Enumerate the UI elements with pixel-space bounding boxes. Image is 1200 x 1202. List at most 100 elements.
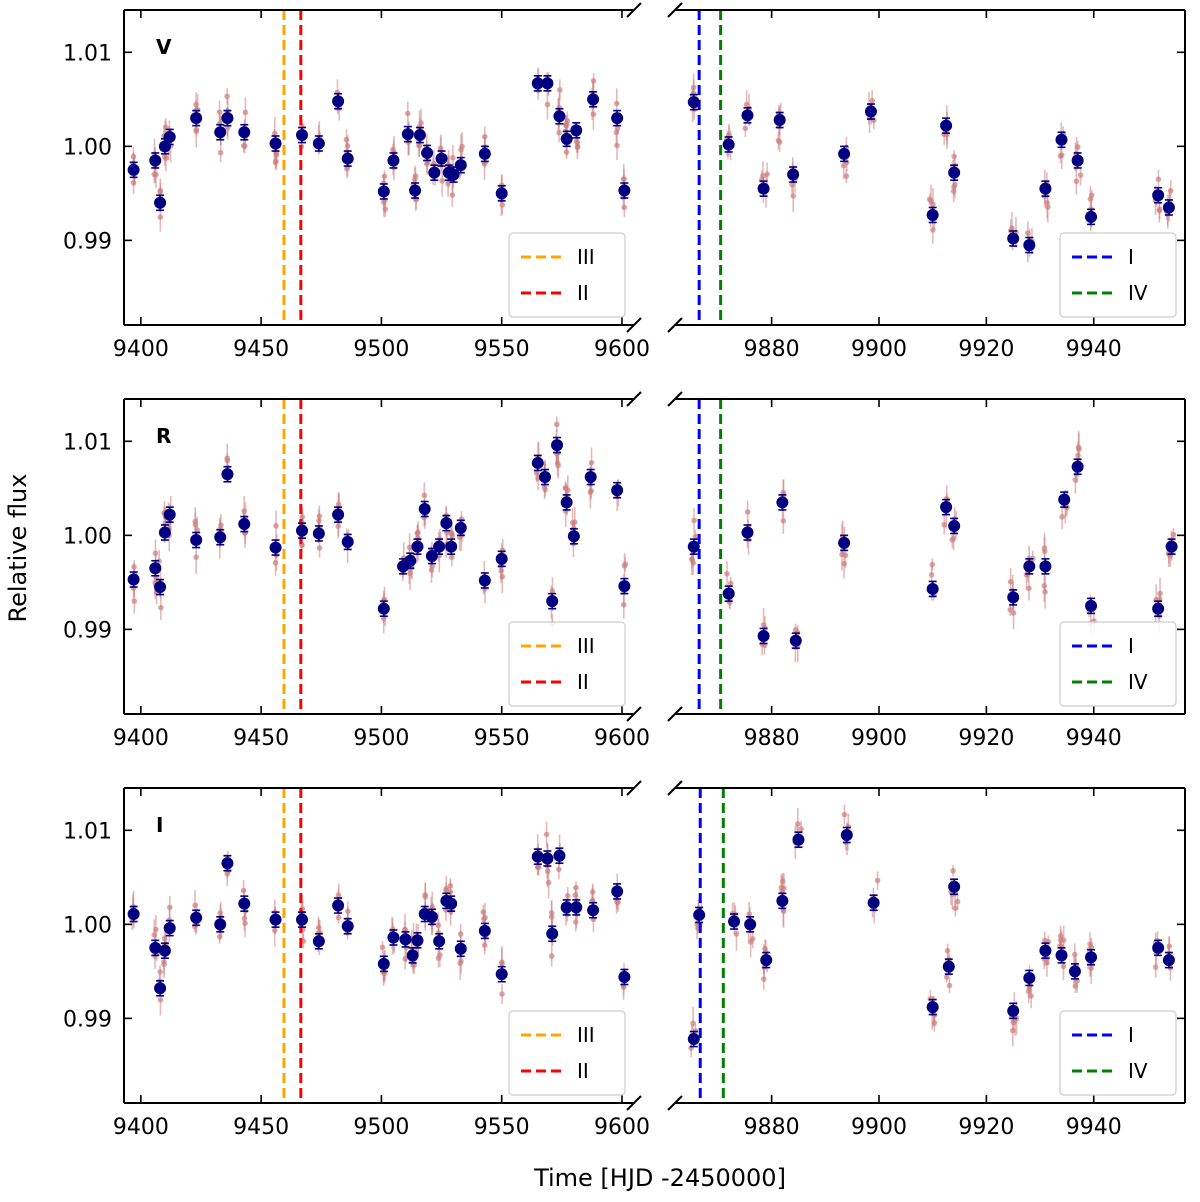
binned-point (154, 982, 167, 995)
raw-point (152, 550, 159, 557)
raw-point (742, 125, 749, 132)
raw-point (499, 573, 506, 580)
raw-point (402, 956, 408, 962)
binned-point (401, 128, 414, 141)
binned-point (332, 95, 345, 108)
binned-point (541, 852, 554, 865)
raw-point (691, 517, 697, 524)
legend-label: IV (1128, 1059, 1148, 1083)
binned-point (221, 112, 234, 125)
raw-point (1010, 610, 1017, 616)
binned-point (722, 587, 735, 600)
raw-point (1166, 943, 1173, 950)
raw-point (949, 537, 956, 543)
x-tick-label: 9900 (851, 1115, 907, 1140)
binned-point (584, 471, 597, 484)
raw-point (1156, 206, 1163, 212)
raw-point (193, 128, 200, 135)
raw-point (157, 969, 163, 975)
raw-point (158, 604, 164, 611)
binned-point (421, 146, 434, 159)
raw-point (950, 868, 956, 874)
raw-point (193, 554, 199, 560)
raw-point (776, 139, 783, 145)
binned-point (312, 527, 325, 540)
binned-point (760, 954, 773, 967)
raw-point (450, 154, 456, 161)
raw-point (874, 877, 881, 884)
x-tick-label: 9450 (233, 726, 289, 751)
raw-point (544, 101, 551, 108)
binned-point (332, 899, 345, 912)
binned-point (776, 496, 789, 509)
binned-point (560, 132, 573, 145)
binned-point (1085, 599, 1098, 612)
binned-point (149, 154, 162, 167)
raw-point (449, 554, 455, 560)
binned-point (926, 1001, 939, 1014)
raw-point (1028, 993, 1034, 999)
raw-point (790, 193, 796, 199)
raw-point (952, 905, 959, 912)
binned-point (238, 518, 251, 531)
x-tick-label: 9400 (113, 726, 169, 751)
raw-point (543, 831, 550, 838)
binned-point (269, 137, 282, 150)
binned-point (948, 880, 961, 893)
plot-area (127, 399, 631, 714)
raw-point (1072, 477, 1079, 483)
x-tick-label: 9600 (594, 726, 650, 751)
binned-point (377, 185, 390, 198)
y-tick-label: 1.00 (63, 913, 112, 938)
binned-point (787, 168, 800, 181)
raw-point (1072, 951, 1078, 958)
raw-point (216, 109, 223, 115)
raw-point (573, 919, 579, 925)
binned-point (553, 849, 566, 862)
x-tick-label: 9550 (474, 337, 530, 362)
axis-break-mark (667, 780, 683, 796)
raw-point (499, 960, 505, 967)
binned-point (269, 541, 282, 554)
raw-point (130, 180, 137, 186)
binned-point (418, 503, 431, 516)
x-tick-label: 9450 (233, 337, 289, 362)
raw-point (622, 561, 629, 567)
binned-point (1039, 182, 1052, 195)
raw-point (1060, 937, 1067, 943)
raw-point (1075, 444, 1082, 450)
binned-point (1165, 540, 1178, 553)
raw-point (573, 138, 580, 145)
plot-area (687, 788, 1175, 1103)
binned-point (567, 530, 580, 543)
legend-label: III (577, 634, 595, 658)
binned-point (154, 581, 167, 594)
binned-point (214, 126, 227, 139)
binned-point (1152, 602, 1165, 615)
x-tick-label: 9880 (744, 726, 800, 751)
x-axis-label: Time [HJD -2450000] (533, 1164, 786, 1192)
binned-point (190, 112, 203, 125)
binned-point (948, 166, 961, 179)
y-tick-label: 0.99 (63, 1007, 112, 1032)
legend-label: I (1128, 245, 1134, 269)
raw-point (415, 529, 421, 536)
plot-area (127, 10, 631, 325)
x-tick-label: 9500 (353, 337, 409, 362)
binned-point (163, 508, 176, 521)
raw-point (724, 571, 730, 577)
binned-point (553, 110, 566, 123)
binned-point (948, 519, 961, 532)
legend-frame (1059, 621, 1177, 707)
y-tick-label: 0.99 (63, 229, 112, 254)
binned-point (221, 857, 234, 870)
raw-point (588, 459, 595, 466)
binned-point (618, 971, 631, 983)
binned-point (399, 933, 412, 946)
raw-point (951, 153, 957, 160)
binned-point (154, 196, 167, 209)
binned-point (312, 137, 325, 150)
raw-point (743, 101, 750, 108)
axis-break-mark (626, 391, 642, 407)
